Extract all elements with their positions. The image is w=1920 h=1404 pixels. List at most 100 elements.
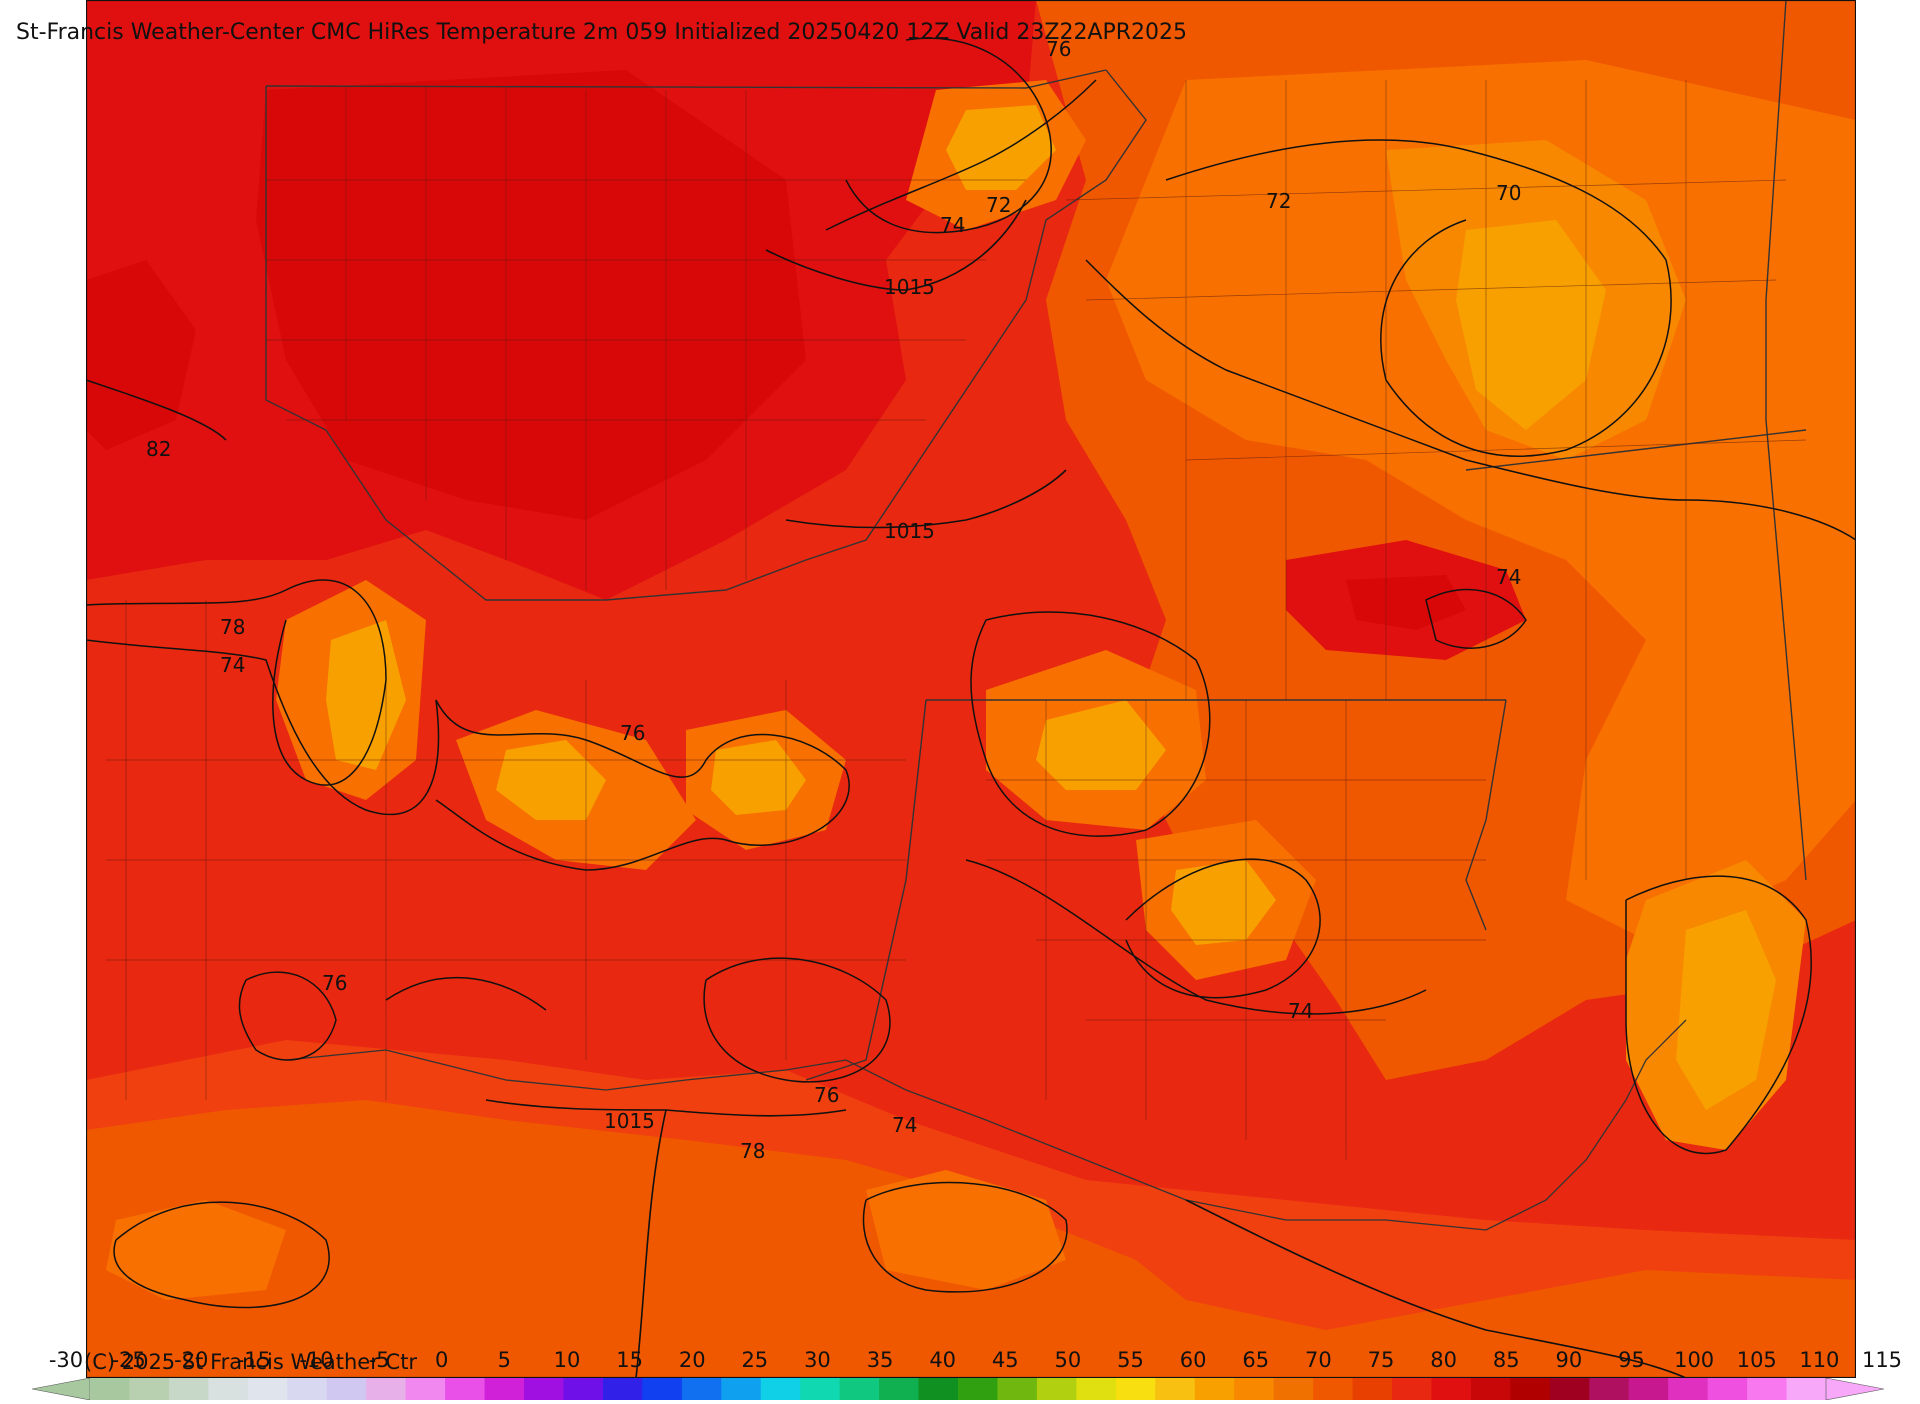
field-florida-68 (1676, 910, 1776, 1110)
colorbar-swatch (445, 1378, 486, 1400)
label-70-northeast: 70 (1496, 181, 1521, 205)
label-74-west: 74 (220, 653, 245, 677)
colorbar-swatch (563, 1378, 604, 1400)
label-76-coast: 76 (814, 1083, 839, 1107)
field-la-68 (1036, 700, 1166, 790)
colorbar-swatch (1747, 1378, 1788, 1400)
colorbar-tick: 60 (1179, 1348, 1207, 1372)
field-hot-west (86, 260, 196, 450)
coastline (285, 1019, 1687, 1231)
colorbar-arrow-high (1825, 1377, 1885, 1401)
temperature-map: 82 78 74 76 72 74 72 70 74 76 76 74 76 7… (86, 0, 1856, 1378)
colorbar-swatch (1273, 1378, 1314, 1400)
label-78-coast: 78 (740, 1139, 765, 1163)
colorbar-tick: 40 (929, 1348, 957, 1372)
field-hot-north-core (256, 70, 806, 520)
label-72-north: 72 (986, 193, 1011, 217)
colorbar-swatch (760, 1378, 801, 1400)
colorbar-swatch (405, 1378, 446, 1400)
colorbar-swatch (168, 1378, 209, 1400)
colorbar-swatch (1352, 1378, 1393, 1400)
colorbar-swatch (918, 1378, 959, 1400)
colorbar-tick: 80 (1430, 1348, 1458, 1372)
colorbar-swatch (1036, 1378, 1077, 1400)
colorbar-swatch (1234, 1378, 1275, 1400)
colorbar-tick: 85 (1492, 1348, 1520, 1372)
colorbar-swatch (1115, 1378, 1156, 1400)
colorbar-swatch (1510, 1378, 1551, 1400)
colorbar-tick: 100 (1674, 1348, 1715, 1372)
colorbar-tick: 90 (1555, 1348, 1583, 1372)
colorbar-swatch (681, 1378, 722, 1400)
colorbar-swatch (247, 1378, 288, 1400)
colorbar-swatch (1470, 1378, 1511, 1400)
colorbar-swatch (90, 1378, 130, 1400)
colorbar-tick: 110 (1799, 1348, 1840, 1372)
colorbar-swatch (997, 1378, 1038, 1400)
colorbar-tick: 95 (1618, 1348, 1645, 1372)
colorbar-swatch (1431, 1378, 1472, 1400)
colorbar-swatch (1392, 1378, 1432, 1400)
label-74-southeast: 74 (1288, 999, 1313, 1023)
colorbar-swatch (1589, 1378, 1630, 1400)
colorbar-swatch (602, 1378, 643, 1400)
colorbar-tick: 10 (553, 1348, 581, 1372)
colorbar-swatch (524, 1378, 564, 1400)
colorbar-tick: 55 (1117, 1348, 1144, 1372)
colorbar-tick-labels: -30 -25 -20 -15 -10 -5 0 5 10 15 20 25 30 35 40 45 50 55 6… (0, 1348, 1920, 1378)
field-la2-68 (1171, 860, 1276, 945)
colorbar-swatch (800, 1378, 841, 1400)
colorbar-swatch (287, 1378, 328, 1400)
colorbar-arrow-low (31, 1377, 91, 1401)
label-74-coast: 74 (892, 1113, 917, 1137)
label-72-northeast: 72 (1266, 189, 1291, 213)
colorbar-tick: 35 (866, 1348, 894, 1372)
colorbar-swatch (1155, 1378, 1196, 1400)
colorbar-tick: 25 (741, 1348, 769, 1372)
colorbar-tick: 105 (1736, 1348, 1777, 1372)
label-76-southwest: 76 (322, 971, 347, 995)
colorbar-swatch (1076, 1378, 1117, 1400)
colorbar-tick: -30 (48, 1348, 84, 1372)
colorbar-tick: 0 (435, 1348, 449, 1372)
label-1015-central: 1015 (884, 519, 935, 543)
county-lines (106, 80, 1807, 1160)
colorbar-tick: 45 (991, 1348, 1019, 1372)
label-76-central: 76 (620, 721, 645, 745)
colorbar-swatch (642, 1378, 683, 1400)
colorbar-swatch (879, 1378, 920, 1400)
colorbar-swatch (1549, 1378, 1590, 1400)
colorbar-swatch (839, 1378, 880, 1400)
colorbar-swatch (958, 1378, 998, 1400)
colorbar-tick: -20 (174, 1348, 209, 1372)
colorbar-tick: 20 (678, 1348, 706, 1372)
colorbar-swatch (326, 1378, 367, 1400)
colorbar-tick: 70 (1305, 1348, 1332, 1372)
colorbar-tick: 15 (616, 1348, 643, 1372)
colorbar-swatch (1668, 1378, 1709, 1400)
map-title: St-Francis Weather-Center CMC HiRes Temp… (16, 20, 1188, 45)
colorbar-swatch (1707, 1378, 1748, 1400)
colorbar-swatch (1628, 1378, 1669, 1400)
colorbar-tick: 115 (1861, 1348, 1903, 1372)
colorbar-tick: -5 (368, 1348, 390, 1372)
state-borders (265, 0, 1807, 1081)
label-74-north: 74 (940, 213, 965, 237)
colorbar-tick: 75 (1367, 1348, 1395, 1372)
field-ok-68 (946, 105, 1056, 190)
colorbar-swatch (1313, 1378, 1354, 1400)
field-hot-ms-core (1346, 575, 1466, 630)
isotherm-contours (86, 37, 1856, 1309)
colorbar-swatch (1194, 1378, 1235, 1400)
colorbar-swatch (721, 1378, 762, 1400)
colorbar-tick: -25 (111, 1348, 146, 1372)
map-frame (86, 0, 1856, 1378)
colorbar-tick: -10 (299, 1348, 334, 1372)
colorbar-tick: 50 (1054, 1348, 1082, 1372)
colorbar-tick: 5 (497, 1348, 512, 1372)
colorbar-tick: 30 (804, 1348, 831, 1372)
colorbar-tick: -15 (236, 1348, 272, 1372)
colorbar-swatch (1786, 1378, 1827, 1400)
label-1015-north: 1015 (884, 275, 935, 299)
colorbar (31, 1377, 1885, 1401)
